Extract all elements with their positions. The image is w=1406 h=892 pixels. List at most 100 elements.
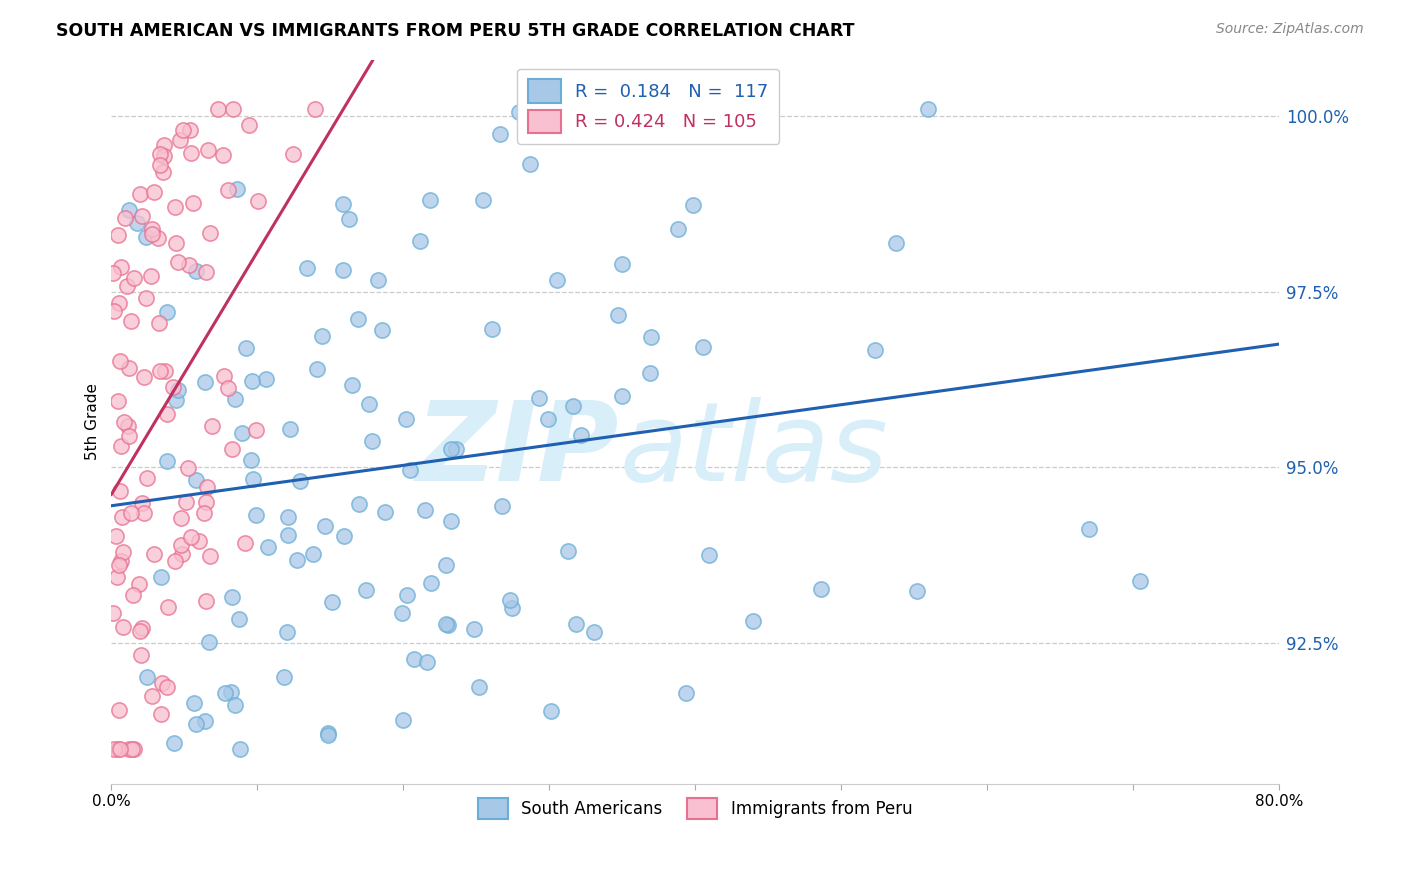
Point bbox=[413, 503, 436, 517]
Point bbox=[104, 528, 127, 542]
Point bbox=[231, 426, 253, 441]
Point bbox=[749, 102, 772, 116]
Point bbox=[498, 593, 520, 607]
Point bbox=[287, 553, 309, 567]
Y-axis label: 5th Grade: 5th Grade bbox=[86, 384, 100, 460]
Point bbox=[110, 554, 132, 568]
Point bbox=[127, 216, 149, 230]
Point bbox=[245, 423, 267, 437]
Point bbox=[148, 158, 170, 172]
Point bbox=[557, 544, 579, 558]
Point bbox=[150, 570, 173, 584]
Point bbox=[288, 474, 311, 488]
Point bbox=[201, 418, 224, 433]
Point bbox=[316, 728, 339, 742]
Point bbox=[163, 200, 186, 214]
Point bbox=[108, 703, 131, 717]
Point bbox=[235, 341, 257, 355]
Point bbox=[139, 269, 162, 284]
Point bbox=[200, 549, 222, 563]
Point bbox=[297, 261, 319, 276]
Point bbox=[610, 257, 633, 271]
Point bbox=[135, 470, 157, 484]
Point bbox=[224, 392, 246, 406]
Point bbox=[224, 698, 246, 712]
Point bbox=[177, 258, 200, 272]
Point bbox=[170, 511, 193, 525]
Point bbox=[120, 313, 142, 327]
Point bbox=[905, 584, 928, 599]
Point bbox=[742, 614, 765, 628]
Point bbox=[198, 635, 221, 649]
Point bbox=[225, 182, 247, 196]
Point bbox=[439, 515, 461, 529]
Point bbox=[110, 741, 132, 756]
Point bbox=[395, 411, 418, 425]
Point bbox=[107, 741, 129, 756]
Point bbox=[301, 547, 323, 561]
Point bbox=[142, 547, 165, 561]
Point bbox=[194, 375, 217, 389]
Point bbox=[184, 473, 207, 487]
Point bbox=[194, 594, 217, 608]
Point bbox=[131, 210, 153, 224]
Point bbox=[360, 434, 382, 449]
Point bbox=[240, 453, 263, 467]
Point bbox=[153, 364, 176, 378]
Point bbox=[692, 340, 714, 354]
Point bbox=[416, 655, 439, 669]
Legend: South Americans, Immigrants from Peru: South Americans, Immigrants from Peru bbox=[471, 791, 920, 826]
Point bbox=[188, 533, 211, 548]
Point bbox=[316, 726, 339, 740]
Point bbox=[391, 607, 413, 621]
Point bbox=[103, 606, 125, 620]
Point bbox=[399, 463, 422, 477]
Point bbox=[434, 616, 457, 631]
Point bbox=[162, 736, 184, 750]
Point bbox=[666, 222, 689, 236]
Point bbox=[228, 612, 250, 626]
Point bbox=[118, 741, 141, 756]
Point bbox=[101, 266, 124, 280]
Point bbox=[468, 680, 491, 694]
Point bbox=[228, 741, 250, 756]
Point bbox=[107, 570, 129, 584]
Point bbox=[347, 497, 370, 511]
Point bbox=[141, 221, 163, 235]
Point bbox=[217, 381, 239, 395]
Point bbox=[157, 599, 180, 614]
Point bbox=[917, 102, 939, 116]
Point bbox=[122, 270, 145, 285]
Point bbox=[333, 529, 356, 543]
Point bbox=[108, 353, 131, 368]
Point bbox=[152, 149, 174, 163]
Point bbox=[131, 496, 153, 510]
Point bbox=[638, 366, 661, 380]
Point bbox=[314, 519, 336, 533]
Point bbox=[198, 226, 221, 240]
Point bbox=[122, 588, 145, 602]
Point bbox=[682, 198, 704, 212]
Point bbox=[221, 684, 243, 698]
Point bbox=[501, 601, 523, 615]
Point bbox=[217, 183, 239, 197]
Point bbox=[277, 528, 299, 542]
Point bbox=[167, 383, 190, 397]
Point bbox=[152, 165, 174, 179]
Point bbox=[165, 235, 187, 250]
Point bbox=[129, 624, 152, 639]
Point bbox=[194, 495, 217, 509]
Point bbox=[697, 548, 720, 562]
Text: atlas: atlas bbox=[619, 397, 887, 504]
Point bbox=[277, 510, 299, 524]
Point bbox=[257, 540, 280, 554]
Point bbox=[332, 197, 354, 211]
Point bbox=[181, 195, 204, 210]
Text: ZIP: ZIP bbox=[416, 397, 619, 504]
Point bbox=[136, 670, 159, 684]
Point bbox=[242, 374, 264, 388]
Point bbox=[149, 364, 172, 378]
Point bbox=[519, 156, 541, 170]
Point bbox=[222, 102, 245, 116]
Point bbox=[107, 394, 129, 409]
